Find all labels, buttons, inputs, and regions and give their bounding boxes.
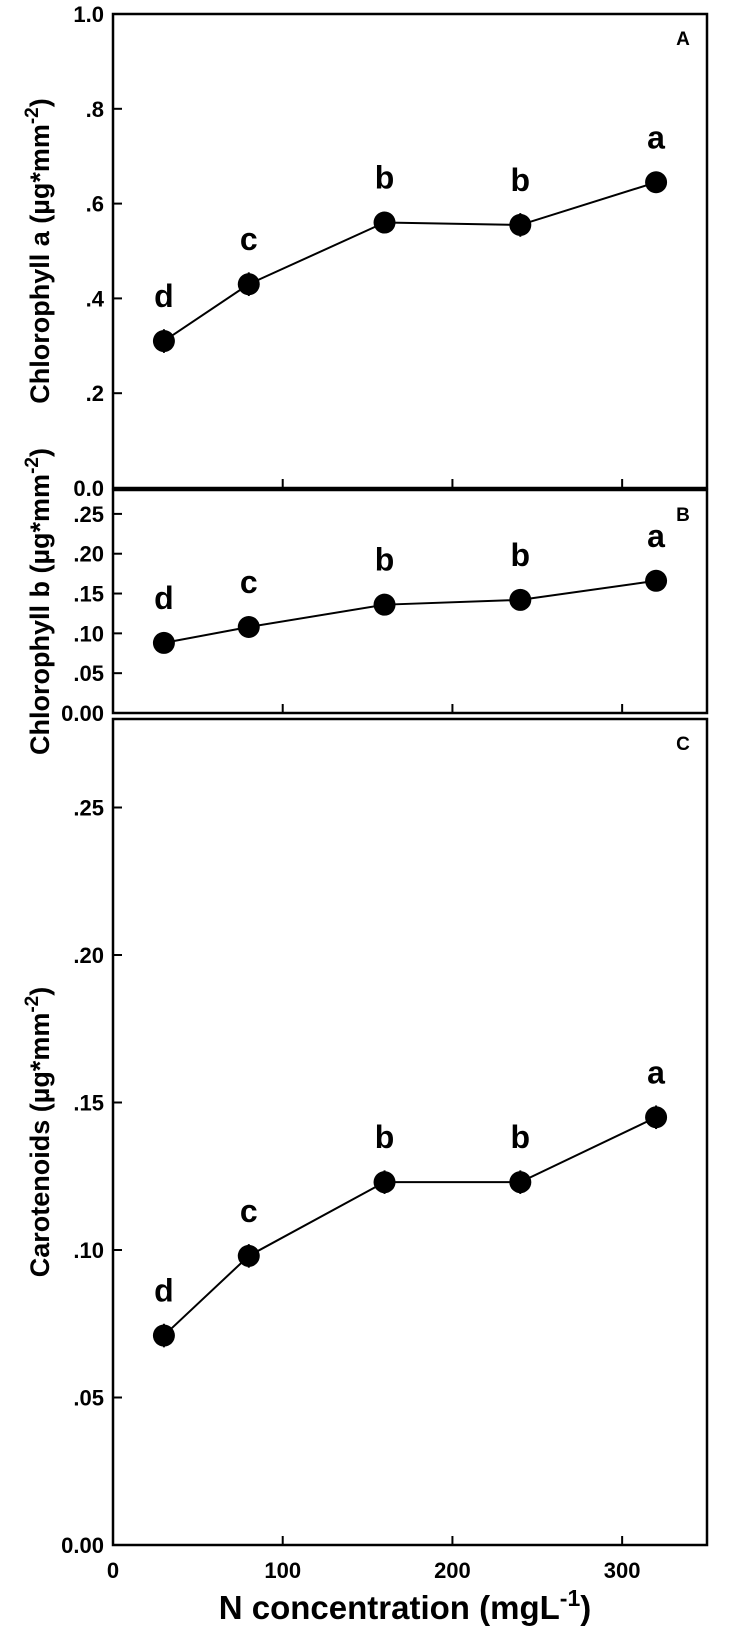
- data-point: [152, 330, 175, 353]
- panel-a: 0.0 .2 .4 .6 .8 1.0 A Chlorophyll a (µg*mm-2) d c…: [22, 2, 709, 501]
- significance-letter: a: [647, 518, 665, 554]
- x-tick-label: 0: [107, 1558, 119, 1583]
- significance-letter: c: [240, 564, 258, 600]
- y-tick-label: .6: [86, 192, 104, 217]
- data-point: [373, 211, 396, 234]
- significance-letter: b: [511, 162, 531, 198]
- x-tick-label: 100: [264, 1558, 301, 1583]
- significance-letter: d: [154, 580, 174, 616]
- y-axis-title: Chlorophyll b (µg*mm-2): [22, 448, 55, 755]
- data-point: [152, 631, 175, 654]
- data-point: [645, 569, 668, 592]
- panel-label: C: [676, 734, 690, 755]
- data-point: [237, 273, 260, 296]
- y-tick-label: .20: [73, 943, 104, 968]
- y-tick-label: .05: [73, 1386, 104, 1411]
- data-point: [237, 615, 260, 638]
- y-axis-title: Chlorophyll a (µg*mm-2): [22, 98, 55, 403]
- plot-frame: [111, 12, 709, 490]
- y-tick-label: .10: [73, 621, 104, 646]
- significance-letter: c: [240, 1193, 258, 1229]
- significance-letter: a: [647, 1054, 665, 1090]
- y-tick-label: .15: [73, 1091, 104, 1116]
- significance-letter: b: [375, 1119, 395, 1155]
- plot-frame: [111, 717, 709, 1547]
- data-point: [373, 593, 396, 616]
- series-line: [163, 1116, 657, 1337]
- data-point: [645, 1106, 668, 1129]
- x-tick-label: 200: [434, 1558, 471, 1583]
- significance-letter: b: [375, 542, 395, 578]
- significance-letter: c: [240, 221, 258, 257]
- x-tick-label: 300: [604, 1558, 641, 1583]
- data-point: [509, 213, 532, 236]
- panel-label: B: [676, 505, 690, 526]
- significance-letter: b: [511, 1119, 531, 1155]
- data-point: [237, 1244, 260, 1267]
- y-tick-label: 0.00: [61, 701, 104, 726]
- y-tick-label: 1.0: [73, 2, 104, 27]
- y-tick-label: .8: [86, 97, 104, 122]
- y-tick-label: .10: [73, 1238, 104, 1263]
- y-tick-label: 0.0: [73, 476, 104, 501]
- significance-letter: a: [647, 119, 665, 155]
- significance-letter: d: [154, 1273, 174, 1309]
- series-line: [163, 181, 657, 342]
- y-tick-label: 0.00: [61, 1533, 104, 1558]
- significance-letter: b: [375, 160, 395, 196]
- y-axis-title: Carotenoids (µg*mm-2): [22, 987, 55, 1278]
- significance-letter: d: [154, 278, 174, 314]
- y-tick-label: .2: [86, 381, 104, 406]
- panels: 0.0 .2 .4 .6 .8 1.0 A Chlorophyll a (µg*mm-2) d c…: [22, 2, 709, 1583]
- y-tick-label: .4: [86, 286, 105, 311]
- panel-b: 0.00 .05 .10 .15 .20 .25 B Chlorophyll b (µg*mm…: [22, 448, 709, 755]
- panel-c: 0.00 .05 .10 .15 .20 .25 0 100 200 300 C Carotenoid…: [22, 717, 709, 1583]
- series-line: [163, 579, 657, 644]
- panel-label: A: [676, 29, 690, 50]
- y-tick-label: .25: [73, 796, 104, 821]
- y-tick-label: .15: [73, 582, 104, 607]
- data-point: [509, 1171, 532, 1194]
- data-point: [645, 171, 668, 194]
- data-point: [373, 1171, 396, 1194]
- plot-frame: [111, 488, 709, 715]
- data-point: [152, 1324, 175, 1347]
- y-tick-label: .20: [73, 542, 104, 567]
- data-point: [509, 588, 532, 611]
- significance-letter: b: [511, 537, 531, 573]
- x-axis-title: N concentration (mgL-1): [219, 1585, 591, 1626]
- y-tick-label: .05: [73, 661, 104, 686]
- y-tick-label: .25: [73, 502, 104, 527]
